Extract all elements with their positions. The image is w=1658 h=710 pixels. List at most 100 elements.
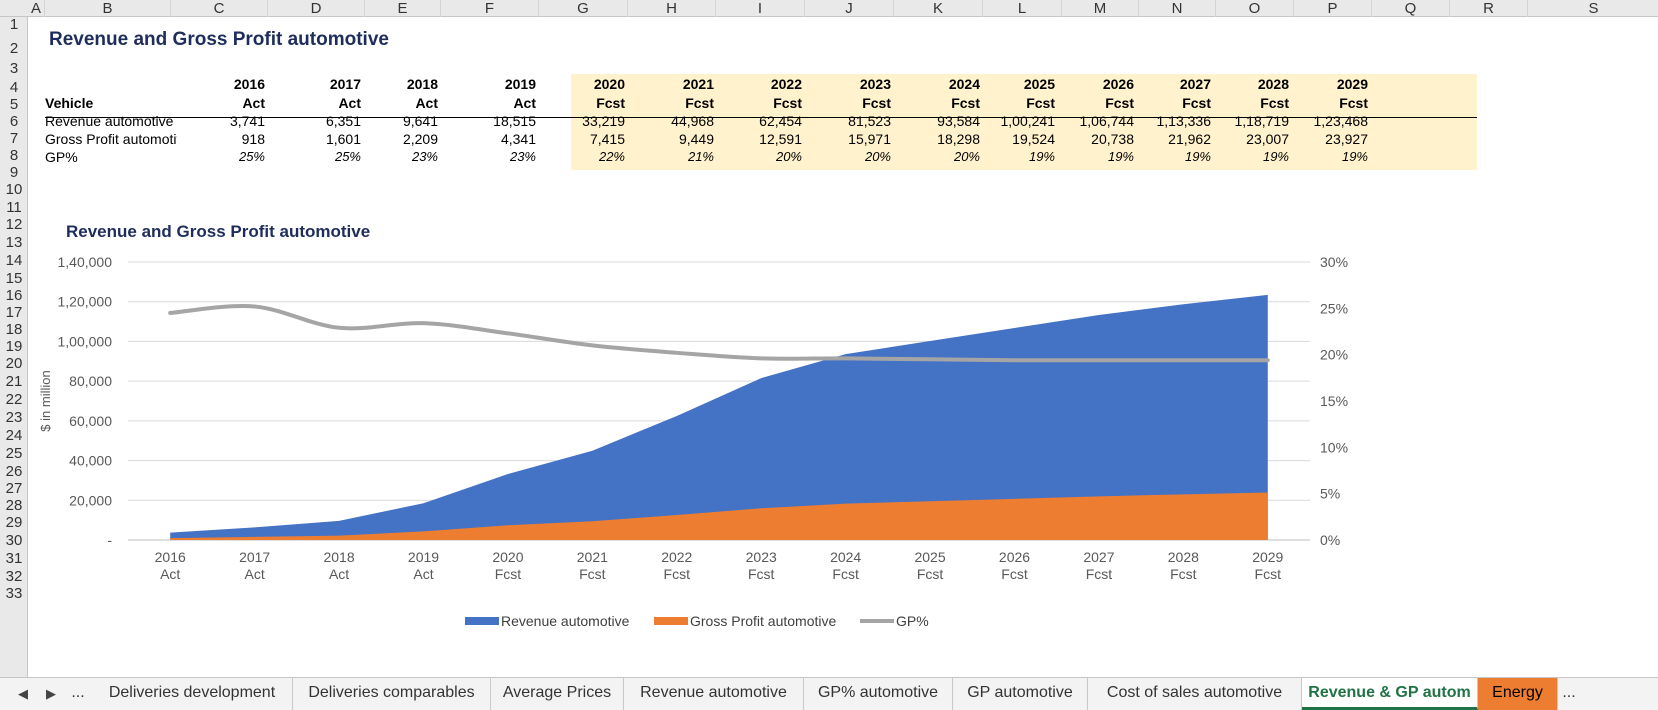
row-header-33[interactable]: 33 bbox=[5, 585, 23, 602]
table-cell[interactable]: 9,449 bbox=[678, 131, 714, 147]
row-header-3[interactable]: 3 bbox=[9, 60, 19, 77]
sheet-tab-more[interactable]: ... bbox=[71, 684, 85, 701]
row-header-6[interactable]: 6 bbox=[9, 113, 19, 130]
column-header-o[interactable]: O bbox=[1216, 0, 1294, 17]
column-header-c[interactable]: C bbox=[171, 0, 268, 17]
table-cell[interactable]: 1,13,336 bbox=[1156, 113, 1212, 129]
table-cell[interactable]: 23% bbox=[411, 149, 438, 164]
column-header-s[interactable]: S bbox=[1528, 0, 1658, 17]
row-header-18[interactable]: 18 bbox=[5, 321, 23, 338]
table-cell[interactable]: 19% bbox=[1262, 149, 1289, 164]
row-header-25[interactable]: 25 bbox=[5, 445, 23, 462]
revenue-gp-chart[interactable]: - 20,000 40,000 60,000 80,000 1,00,000 1,20,00… bbox=[28, 237, 1528, 657]
sheet-tab-cost-of-sales-automotive[interactable]: Cost of sales automotive bbox=[1088, 678, 1302, 710]
column-header-e[interactable]: E bbox=[365, 0, 441, 17]
table-cell[interactable]: 1,23,468 bbox=[1313, 113, 1369, 129]
table-cell[interactable]: 33,219 bbox=[582, 113, 625, 129]
column-header-i[interactable]: I bbox=[716, 0, 805, 17]
table-cell[interactable]: 19% bbox=[1107, 149, 1134, 164]
row-header-10[interactable]: 10 bbox=[5, 181, 23, 198]
table-cell[interactable]: 1,18,719 bbox=[1234, 113, 1290, 129]
row-header-17[interactable]: 17 bbox=[5, 304, 23, 321]
table-cell[interactable]: 44,968 bbox=[671, 113, 714, 129]
sheet-tab-energy[interactable]: Energy bbox=[1478, 678, 1558, 710]
sheet-tab-deliveries-comparables[interactable]: Deliveries comparables bbox=[293, 678, 491, 710]
table-cell[interactable]: 15,971 bbox=[848, 131, 891, 147]
row-header-19[interactable]: 19 bbox=[5, 338, 23, 355]
row-header-27[interactable]: 27 bbox=[5, 480, 23, 497]
row-header-4[interactable]: 4 bbox=[9, 79, 19, 96]
row-header-24[interactable]: 24 bbox=[5, 427, 23, 444]
table-cell[interactable]: 81,523 bbox=[848, 113, 891, 129]
sheet-tab-revenue-automotive[interactable]: Revenue automotive bbox=[624, 678, 804, 710]
sheet-tab-average-prices[interactable]: Average Prices bbox=[491, 678, 624, 710]
table-cell[interactable]: 20% bbox=[775, 149, 802, 164]
table-cell[interactable]: 918 bbox=[241, 131, 265, 147]
row-header-28[interactable]: 28 bbox=[5, 497, 23, 514]
column-header-h[interactable]: H bbox=[628, 0, 716, 17]
row-header-16[interactable]: 16 bbox=[5, 287, 23, 304]
column-header-j[interactable]: J bbox=[805, 0, 894, 17]
sheet-tab-gp-automotive[interactable]: GP% automotive bbox=[804, 678, 953, 710]
column-header-k[interactable]: K bbox=[894, 0, 983, 17]
row-header-8[interactable]: 8 bbox=[9, 147, 19, 164]
row-header-15[interactable]: 15 bbox=[5, 270, 23, 287]
table-cell[interactable]: 23,007 bbox=[1246, 131, 1289, 147]
row-header-9[interactable]: 9 bbox=[9, 164, 19, 181]
sheet-tab-revenue-gp-autom[interactable]: Revenue & GP autom bbox=[1302, 678, 1478, 710]
row-header-12[interactable]: 12 bbox=[5, 216, 23, 233]
column-header-b[interactable]: B bbox=[45, 0, 171, 17]
row-header-32[interactable]: 32 bbox=[5, 568, 23, 585]
column-header-n[interactable]: N bbox=[1139, 0, 1216, 17]
table-cell[interactable]: 19% bbox=[1028, 149, 1055, 164]
table-cell[interactable]: 93,584 bbox=[937, 113, 980, 129]
table-cell[interactable]: 9,641 bbox=[402, 113, 438, 129]
column-header-r[interactable]: R bbox=[1450, 0, 1528, 17]
table-cell[interactable]: 23% bbox=[509, 149, 536, 164]
row-header-22[interactable]: 22 bbox=[5, 391, 23, 408]
table-cell[interactable]: 12,591 bbox=[759, 131, 802, 147]
table-cell[interactable]: 62,454 bbox=[759, 113, 802, 129]
table-cell[interactable]: 19% bbox=[1184, 149, 1211, 164]
column-header-p[interactable]: P bbox=[1294, 0, 1372, 17]
table-cell[interactable]: 1,00,241 bbox=[1000, 113, 1056, 129]
row-header-11[interactable]: 11 bbox=[6, 199, 22, 216]
column-header-d[interactable]: D bbox=[268, 0, 365, 17]
worksheet-grid[interactable]: Revenue and Gross Profit automotive Vehi… bbox=[28, 17, 1658, 677]
table-cell[interactable]: 21,962 bbox=[1168, 131, 1211, 147]
row-header-31[interactable]: 31 bbox=[5, 550, 23, 567]
table-cell[interactable]: 20% bbox=[864, 149, 891, 164]
row-header-23[interactable]: 23 bbox=[5, 409, 23, 426]
table-cell[interactable]: 19% bbox=[1341, 149, 1368, 164]
table-cell[interactable]: 19,524 bbox=[1012, 131, 1055, 147]
table-cell[interactable]: 20% bbox=[953, 149, 980, 164]
sheet-tab-more[interactable]: ... bbox=[1562, 684, 1576, 701]
table-cell[interactable]: 25% bbox=[238, 149, 265, 164]
table-cell[interactable]: 4,341 bbox=[500, 131, 536, 147]
table-cell[interactable]: 23,927 bbox=[1325, 131, 1368, 147]
table-cell[interactable]: 2,209 bbox=[402, 131, 438, 147]
table-cell[interactable]: 1,601 bbox=[325, 131, 361, 147]
tab-scroll-left-icon[interactable]: ◀ bbox=[18, 686, 28, 701]
table-cell[interactable]: 7,415 bbox=[589, 131, 625, 147]
table-cell[interactable]: 18,298 bbox=[937, 131, 980, 147]
row-header-20[interactable]: 20 bbox=[5, 355, 23, 372]
table-cell[interactable]: 20,738 bbox=[1091, 131, 1134, 147]
row-header-5[interactable]: 5 bbox=[9, 96, 19, 113]
row-header-13[interactable]: 13 bbox=[5, 234, 23, 251]
column-header-a[interactable]: A bbox=[28, 0, 45, 17]
column-header-f[interactable]: F bbox=[441, 0, 539, 17]
row-header-1[interactable]: 1 bbox=[9, 17, 19, 33]
table-cell[interactable]: 21% bbox=[687, 149, 714, 164]
row-header-26[interactable]: 26 bbox=[5, 463, 23, 480]
table-cell[interactable]: 3,741 bbox=[229, 113, 265, 129]
table-cell[interactable]: 6,351 bbox=[325, 113, 361, 129]
sheet-tab-deliveries-development[interactable]: Deliveries development bbox=[92, 678, 293, 710]
row-header-21[interactable]: 21 bbox=[5, 373, 23, 390]
column-header-m[interactable]: M bbox=[1062, 0, 1139, 17]
column-header-q[interactable]: Q bbox=[1372, 0, 1450, 17]
row-header-2[interactable]: 2 bbox=[9, 40, 19, 57]
row-header-14[interactable]: 14 bbox=[5, 252, 23, 269]
tab-scroll-right-icon[interactable]: ▶ bbox=[46, 686, 56, 701]
table-cell[interactable]: 1,06,744 bbox=[1079, 113, 1135, 129]
